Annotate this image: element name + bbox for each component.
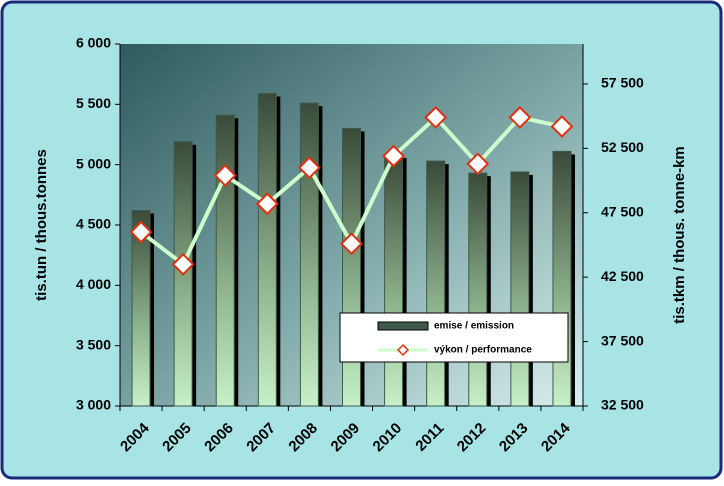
- y-axis-title: tis.tun / thous.tonnes: [33, 149, 50, 301]
- y-tick-label: 3 500: [76, 336, 111, 352]
- marker: [508, 106, 532, 129]
- bar: [510, 171, 530, 407]
- legend: [339, 312, 569, 363]
- bar: [342, 127, 361, 407]
- legend-label: emise / emission: [434, 321, 514, 332]
- y2-tick-label: 37 500: [601, 332, 644, 348]
- y2-tick-label: 47 500: [601, 203, 644, 219]
- marker: [382, 144, 406, 168]
- legend-label: výkon / performance: [434, 345, 532, 356]
- bar: [299, 102, 319, 407]
- y-tick-label: 5 500: [76, 95, 111, 111]
- bar: [257, 92, 277, 407]
- marker: [297, 156, 321, 180]
- marker: [213, 163, 237, 187]
- y2-tick-label: 57 500: [601, 75, 644, 91]
- y2-tick-label: 52 500: [601, 139, 644, 155]
- marker: [255, 192, 279, 216]
- legend-marker: [396, 343, 410, 357]
- marker: [340, 232, 363, 256]
- y-tick-label: 4 500: [76, 216, 111, 232]
- marker: [424, 106, 448, 129]
- marker: [171, 252, 195, 276]
- y-tick-label: 6 000: [76, 35, 111, 51]
- y2-axis-title: tis.tkm / thous. tonne-km: [671, 146, 688, 324]
- legend-swatch: [377, 321, 429, 331]
- y2-tick-label: 32 500: [601, 397, 644, 413]
- marker: [550, 115, 574, 138]
- bar: [468, 172, 488, 407]
- bar: [384, 154, 404, 407]
- marker: [129, 220, 153, 244]
- bar: [426, 160, 446, 407]
- y2-tick-label: 42 500: [601, 268, 644, 284]
- bar: [131, 210, 151, 407]
- y-tick-label: 5 000: [76, 155, 111, 171]
- y-tick-label: 3 000: [76, 397, 111, 413]
- bar: [215, 114, 235, 407]
- marker: [466, 152, 490, 176]
- bar: [552, 150, 572, 407]
- y-tick-label: 4 000: [76, 276, 111, 292]
